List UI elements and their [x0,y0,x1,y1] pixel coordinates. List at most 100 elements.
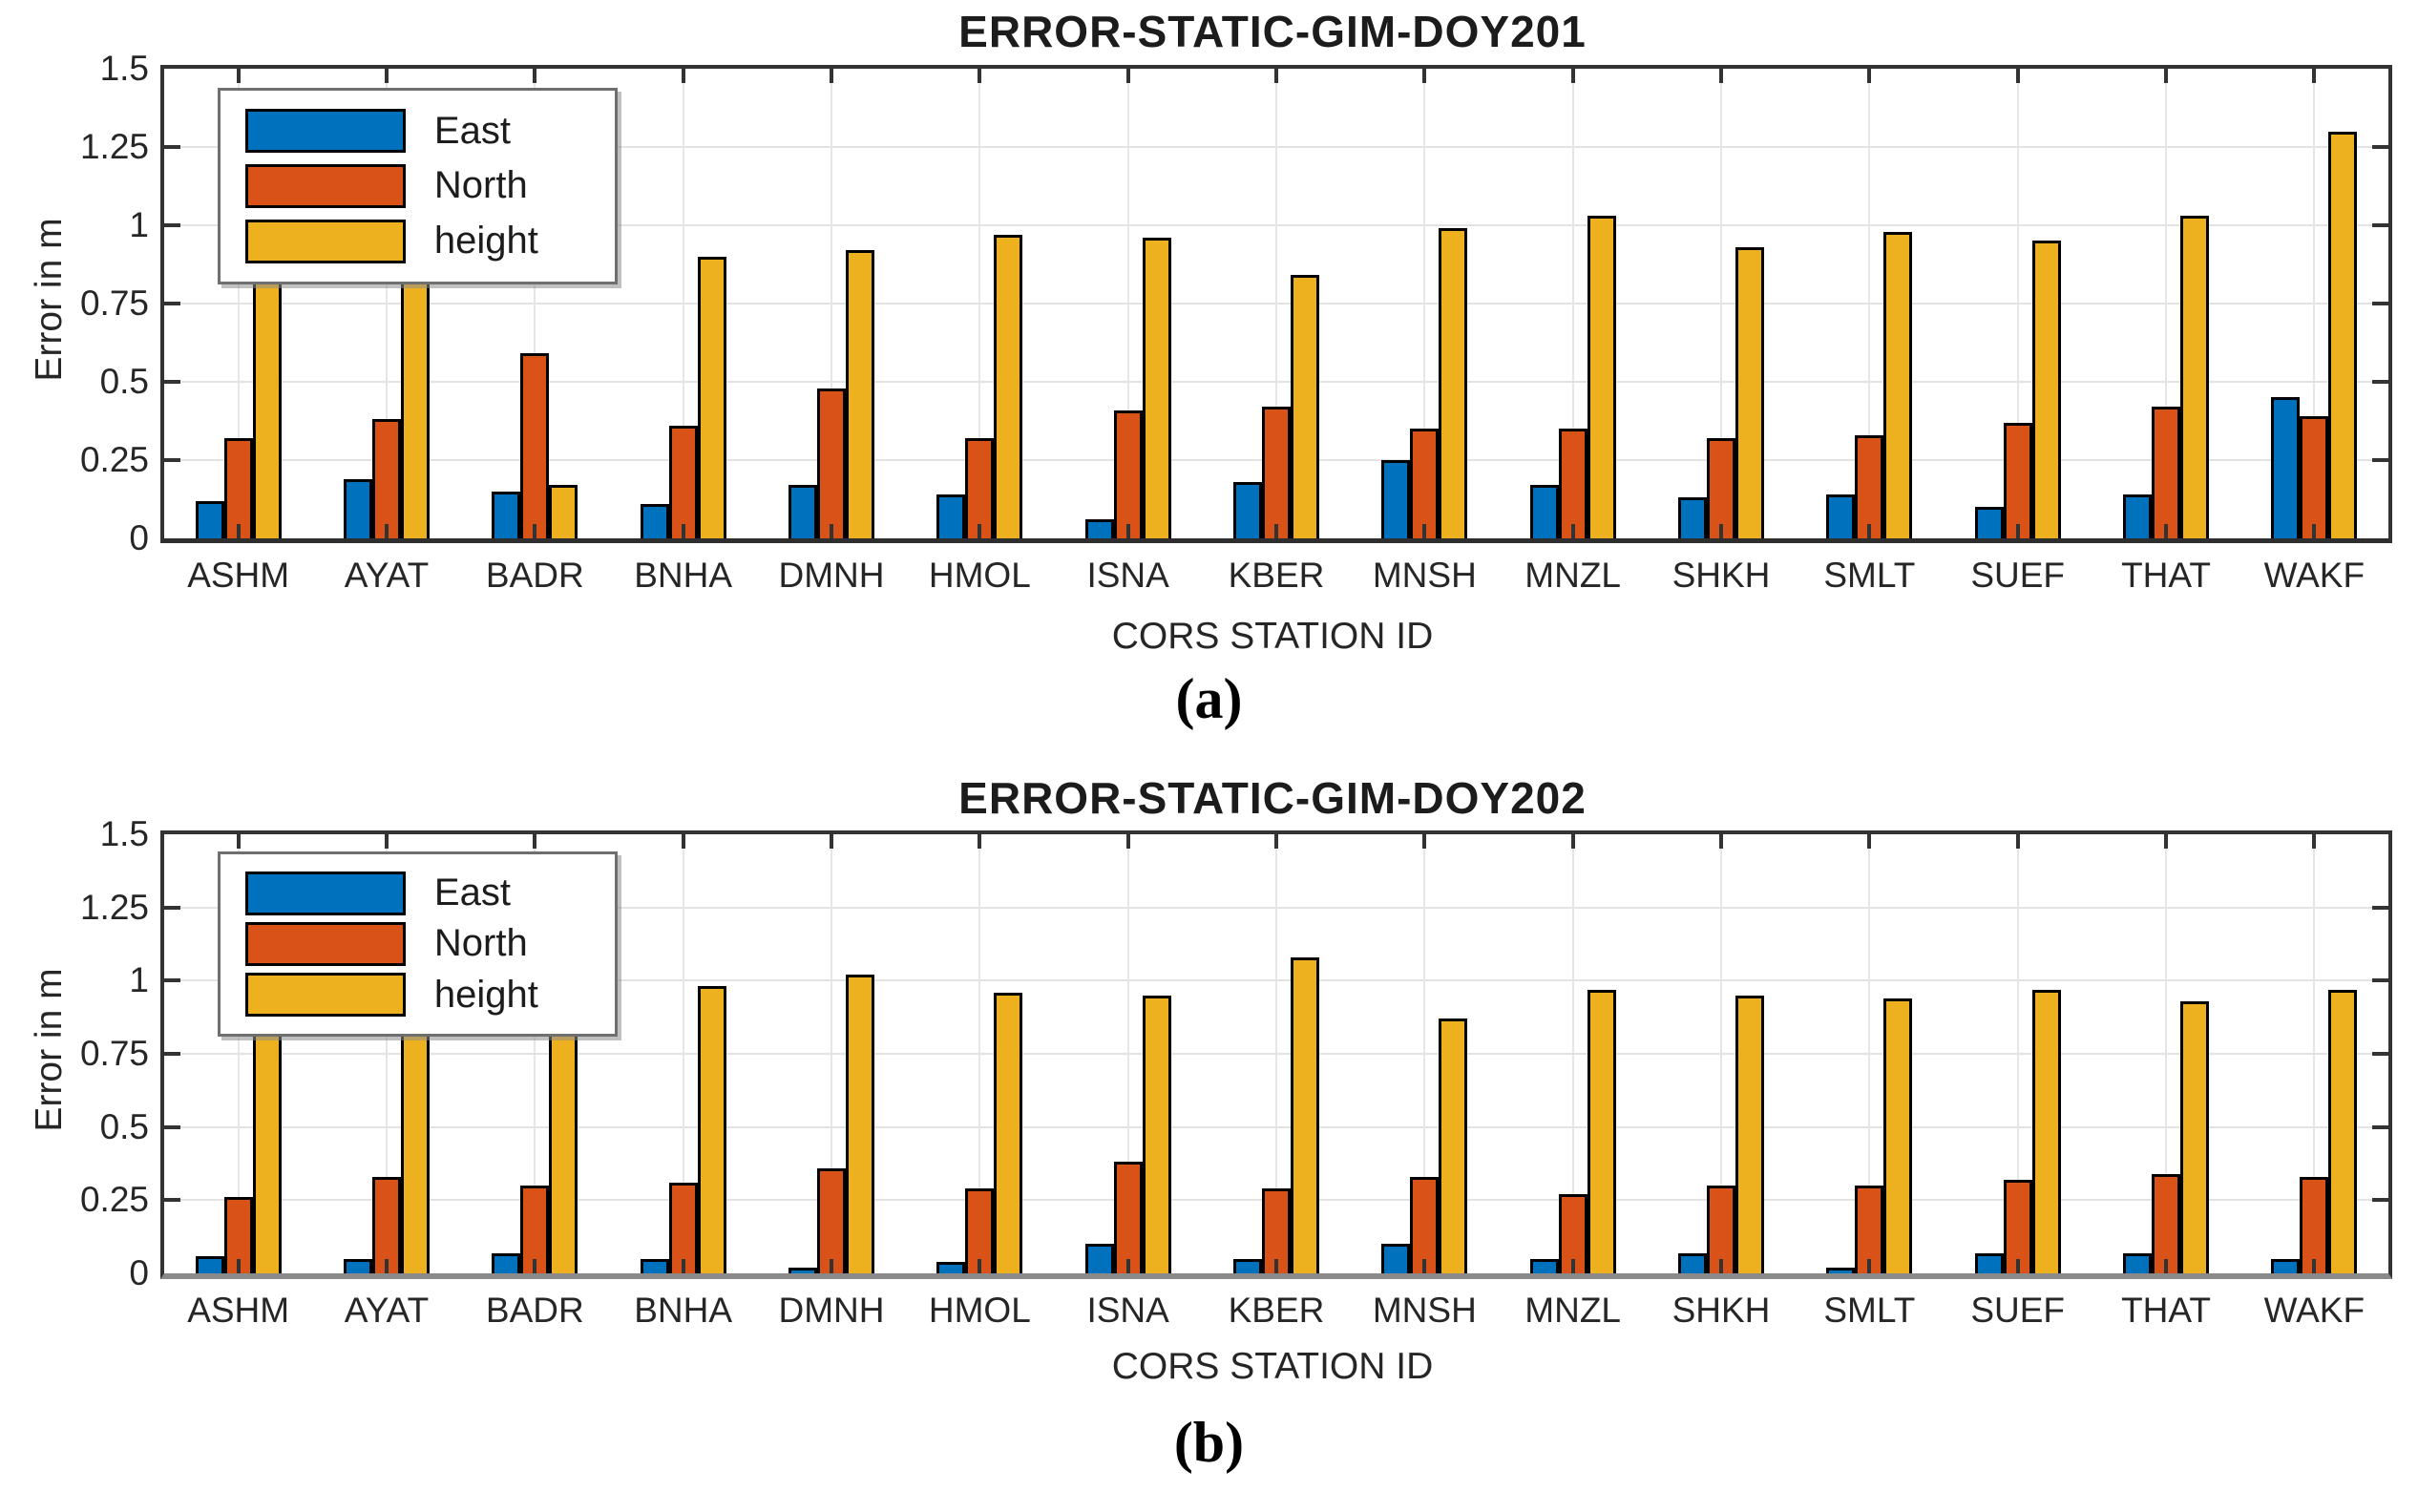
bar-north-that [2152,1173,2180,1273]
bar-east-ayat [344,478,372,538]
y-tick [2372,1052,2388,1056]
x-tick [1719,524,1723,538]
bar-east-suef [1974,507,2004,538]
bar-east-badr [492,1252,521,1273]
legend-label-east: East [433,109,511,152]
x-tick [2015,1259,2020,1273]
chart-title: ERROR-STATIC-GIM-DOY201 [958,7,1587,56]
x-tick-label: SHKH [1672,1291,1771,1330]
bar-east-hmol [936,1261,966,1273]
plot-area: East North height 0 0.25 0.5 0.75 1 1.25 1.5 AS… [80,814,2392,1330]
bar-north-shkh [1707,438,1735,538]
chart-title: ERROR-STATIC-GIM-DOY202 [958,773,1587,823]
bar-north-smlt [1855,1186,1884,1273]
bar-north-dmnh [817,1167,846,1273]
legend-label-height: height [433,220,538,262]
y-tick [164,905,180,910]
x-tick [385,524,389,538]
x-tick-label: AYAT [344,1291,430,1330]
x-grid-line [1423,69,1426,538]
y-tick-label: 0 [129,518,149,557]
bar-height-ayat [401,995,430,1273]
y-tick [164,302,180,305]
x-tick-label: HMOL [928,1291,1031,1330]
bar-height-kber [1291,956,1319,1273]
x-tick [1422,834,1427,849]
legend-entry-height: height [244,219,590,263]
y-tick-label: 1.25 [79,127,149,166]
x-grid-line [237,69,240,538]
bar-east-kber [1233,481,1262,538]
x-grid-line [1720,69,1722,538]
x-tick-label: DMNH [778,556,885,595]
y-tick-label: 0.75 [79,284,149,323]
bar-east-ashm [195,500,224,538]
bar-north-smlt [1855,434,1884,538]
y-tick-label: 0.75 [79,1034,149,1073]
bar-height-mnsh [1439,1018,1468,1273]
x-grid-line [2313,69,2316,538]
x-grid-line [386,834,388,1273]
x-tick [533,69,537,83]
x-tick [1274,69,1278,83]
y-tick-label: 0.5 [99,1106,149,1146]
bar-height-smlt [1883,231,1913,538]
x-grid-line [2165,69,2167,538]
x-tick [830,69,833,83]
x-tick-label: ISNA [1086,1291,1169,1330]
bar-north-shkh [1707,1186,1735,1273]
bar-east-dmnh [788,1267,817,1273]
bar-east-isna [1084,519,1114,538]
y-tick [164,1124,180,1129]
x-grid-line [1868,834,1871,1273]
bar-east-that [2123,494,2152,538]
bar-height-badr [549,485,578,538]
x-tick-label: MNZL [1524,1291,1622,1330]
bar-north-mnsh [1410,1176,1440,1273]
legend-label-height: height [433,973,538,1016]
bar-north-bnha [668,1182,698,1273]
x-grid-line [1275,834,1277,1273]
x-tick [1867,834,1872,849]
legend-entry-north: North [244,163,590,208]
x-tick [1274,834,1278,849]
x-grid-line [978,69,981,538]
bar-height-suef [2031,989,2061,1273]
x-tick [830,1259,833,1273]
bar-height-mnzl [1587,216,1616,538]
x-tick [2164,69,2168,83]
bar-north-isna [1113,410,1143,538]
x-tick [1422,69,1427,83]
bar-north-suef [2003,422,2032,538]
x-grid-line [978,834,981,1273]
x-tick [236,834,241,849]
x-grid-line [831,834,832,1273]
bar-height-shkh [1735,246,1764,538]
bar-east-mnsh [1381,1244,1411,1273]
x-tick [681,524,685,538]
y-tick [2372,302,2388,305]
bar-east-bnha [640,1258,669,1273]
bar-north-kber [1262,407,1291,538]
bar-east-mnsh [1381,460,1411,538]
bar-height-ashm [252,1000,282,1273]
y-tick-label: 0.25 [79,1180,149,1220]
bar-north-isna [1113,1162,1143,1273]
x-tick [236,524,241,538]
bar-height-that [2180,216,2209,538]
x-tick [533,1259,537,1273]
x-tick [978,69,982,83]
x-tick-label: THAT [2121,556,2211,595]
chart-panel-a: ERROR-STATIC-GIM-DOY201 Error in m East … [29,7,2392,730]
bar-height-suef [2031,241,2061,538]
x-tick [385,69,389,83]
x-tick [2164,834,2168,849]
east-swatch [244,109,406,154]
x-grid-line [682,834,684,1273]
x-tick [1422,1259,1427,1273]
bar-height-wakf [2328,989,2358,1273]
x-tick-label: KBER [1228,556,1325,595]
x-tick-label: THAT [2121,1291,2211,1330]
bar-height-badr [549,998,578,1273]
